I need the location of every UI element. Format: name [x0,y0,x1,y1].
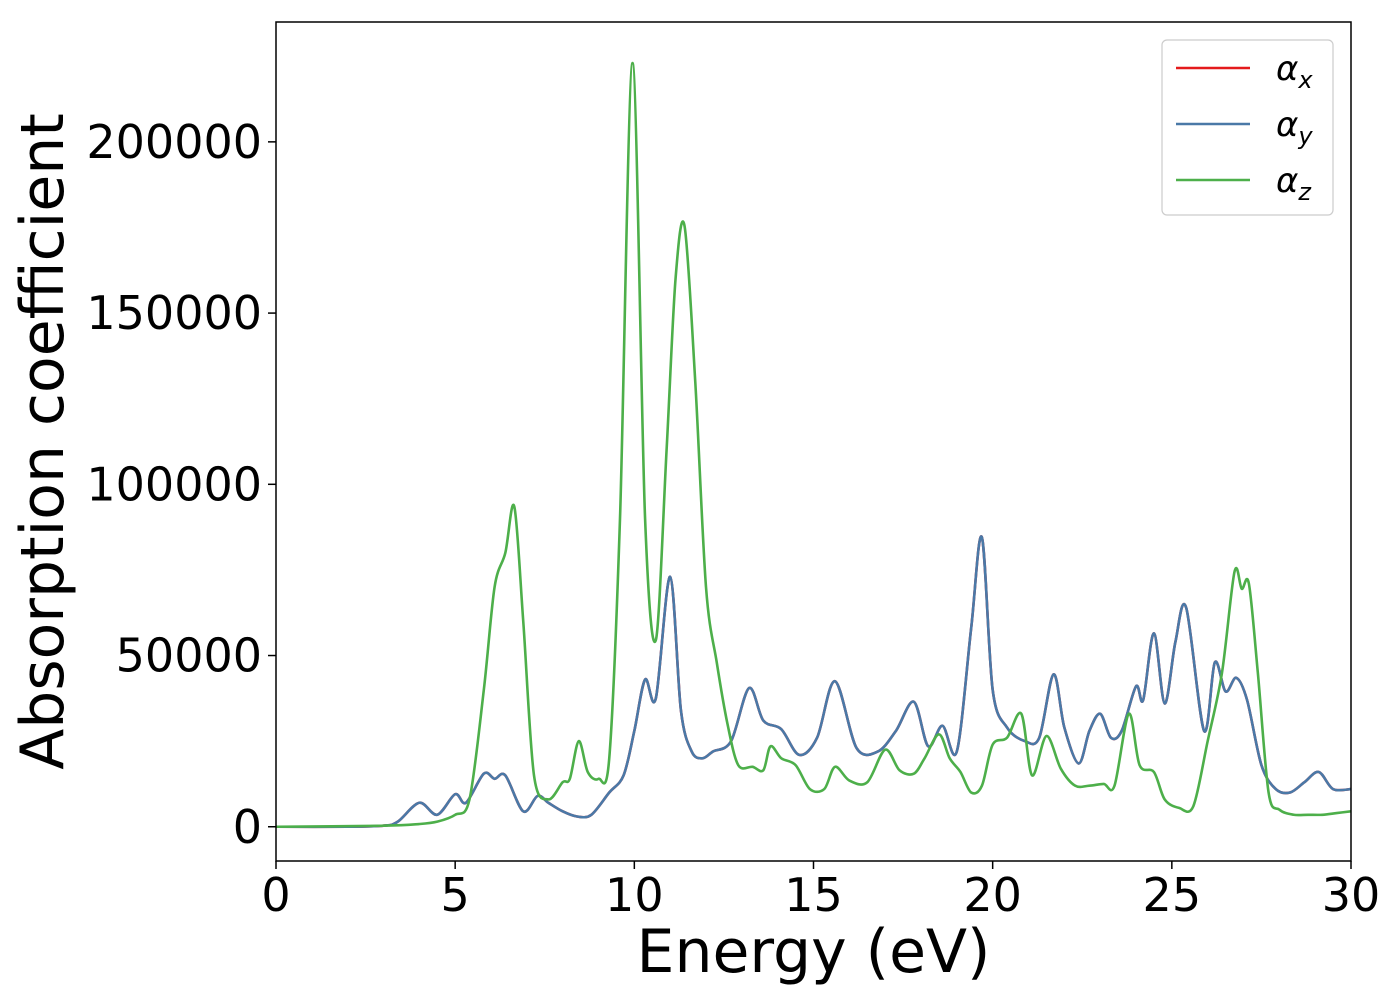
x-tick-label: 15 [784,868,843,922]
y-tick-label: 0 [233,800,262,854]
x-tick-label: 20 [963,868,1022,922]
y-axis-label: Absorption coefficient [8,113,78,770]
y-tick-label: 50000 [116,629,262,683]
x-tick-label: 5 [441,868,470,922]
y-tick-label: 200000 [86,115,262,169]
y-tick-label: 150000 [86,286,262,340]
x-tick-label: 10 [605,868,664,922]
series-line-3 [276,61,1351,829]
y-axis: 0 50000 100000 150000 200000 [86,115,276,854]
legend-label: αx [1276,49,1313,94]
x-tick-label: 30 [1322,868,1381,922]
y-tick-label: 100000 [86,457,262,511]
x-tick-label: 25 [1143,868,1202,922]
series-line-1 [276,535,1351,829]
x-axis: 0 5 10 15 20 25 30 [261,861,1380,922]
series-line-2 [276,535,1351,829]
plot-lines [276,61,1351,829]
legend-label: αy [1276,105,1313,150]
legend-box [1161,39,1334,216]
legend-label: αz [1276,161,1312,206]
legend: αx αy αz [1161,39,1334,216]
x-axis-label: Energy (eV) [637,917,991,987]
x-tick-label: 0 [261,868,290,922]
